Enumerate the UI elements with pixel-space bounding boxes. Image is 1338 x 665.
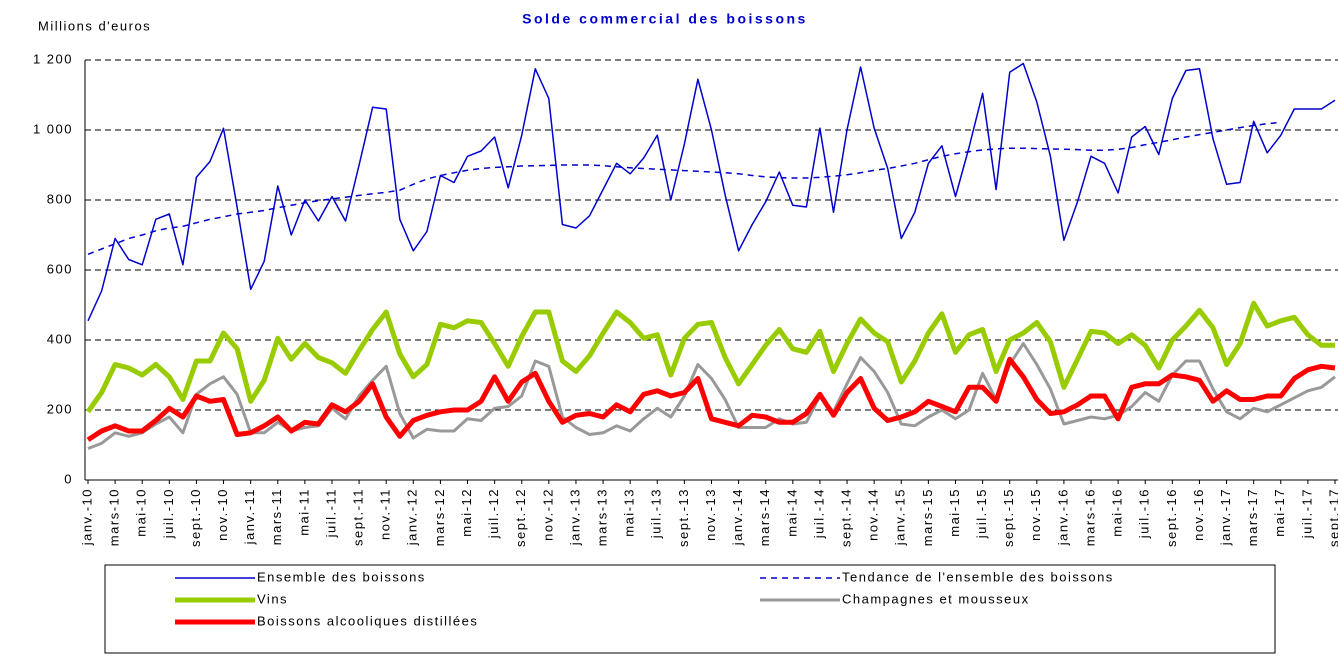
x-tick-label: sept.-14	[838, 488, 853, 547]
y-tick-label: 400	[47, 331, 73, 346]
x-tick-label: mai-10	[134, 488, 149, 537]
x-tick-label: sept.-17	[1326, 488, 1338, 547]
y-tick-label: 1 000	[33, 121, 73, 136]
legend-label: Tendance de l'ensemble des boissons	[842, 569, 1114, 584]
x-tick-label: mars-11	[269, 488, 284, 545]
x-tick-label: mars-14	[757, 488, 772, 546]
x-tick-label: mars-13	[595, 488, 610, 546]
x-tick-label: janv.-11	[242, 488, 257, 545]
x-tick-label: sept.-15	[1001, 488, 1016, 547]
x-tick-label: janv.-16	[1055, 488, 1070, 546]
x-tick-label: sept.-12	[513, 488, 528, 547]
chart-title: Solde commercial des boissons	[522, 11, 808, 27]
legend-box	[104, 564, 1276, 654]
x-tick-label: juil.-12	[486, 488, 501, 539]
x-tick-label: mars-16	[1082, 488, 1097, 546]
x-tick-label: mai-13	[622, 488, 637, 537]
x-tick-label: sept.-11	[351, 488, 366, 546]
x-tick-label: juil.-16	[1137, 488, 1152, 539]
legend-label: Champagnes et mousseux	[842, 591, 1030, 606]
x-tick-label: mai-11	[296, 488, 311, 536]
series-line	[85, 300, 1335, 414]
x-tick-label: mars-10	[107, 488, 122, 546]
y-tick-label: 600	[47, 261, 73, 276]
x-tick-label: nov.-12	[540, 488, 555, 541]
x-tick-label: sept.-16	[1164, 488, 1179, 547]
series-line	[87, 342, 1336, 450]
x-tick-label: janv.-13	[567, 488, 582, 546]
legend-label: Vins	[257, 591, 288, 606]
x-tick-label: juil.-10	[161, 488, 176, 539]
x-tick-label: nov.-13	[703, 488, 718, 541]
x-tick-label: nov.-15	[1028, 488, 1043, 541]
x-tick-label: mai-17	[1272, 488, 1287, 537]
series-line	[87, 62, 1336, 322]
y-tick-label: 1 200	[33, 51, 73, 66]
series-line	[87, 121, 1281, 255]
x-tick-label: mars-15	[920, 488, 935, 546]
series-line	[86, 356, 1336, 442]
x-tick-label: janv.-17	[1218, 488, 1233, 546]
x-tick-label: mai-14	[784, 488, 799, 537]
x-tick-label: juil.-17	[1299, 488, 1314, 539]
x-tick-label: mai-16	[1110, 488, 1125, 537]
x-tick-label: sept.-10	[188, 488, 203, 547]
x-tick-label: mars-17	[1245, 488, 1260, 546]
x-tick-label: juil.-14	[811, 488, 826, 539]
x-tick-label: janv.-15	[893, 488, 908, 546]
y-tick-label: 800	[47, 191, 73, 206]
x-tick-label: mai-15	[947, 488, 962, 537]
x-tick-label: nov.-11	[378, 488, 393, 540]
x-tick-label: juil.-11	[323, 488, 338, 538]
legend-label: Boissons alcooliques distillées	[257, 613, 478, 628]
y-tick-label: 200	[47, 401, 73, 416]
x-tick-label: janv.-14	[730, 488, 745, 546]
x-tick-label: mai-12	[459, 488, 474, 537]
y-axis-label: Millions d'euros	[38, 18, 151, 33]
x-tick-label: juil.-13	[649, 488, 664, 539]
x-tick-label: sept.-13	[676, 488, 691, 547]
x-tick-label: nov.-10	[215, 488, 230, 541]
x-tick-label: janv.-10	[79, 488, 94, 546]
x-tick-label: juil.-15	[974, 488, 989, 539]
x-tick-label: mars-12	[432, 488, 447, 546]
x-tick-label: nov.-14	[866, 488, 881, 541]
legend-label: Ensemble des boissons	[257, 569, 426, 584]
x-tick-label: janv.-12	[405, 488, 420, 546]
y-tick-label: 0	[64, 471, 73, 486]
x-tick-label: nov.-16	[1191, 488, 1206, 541]
